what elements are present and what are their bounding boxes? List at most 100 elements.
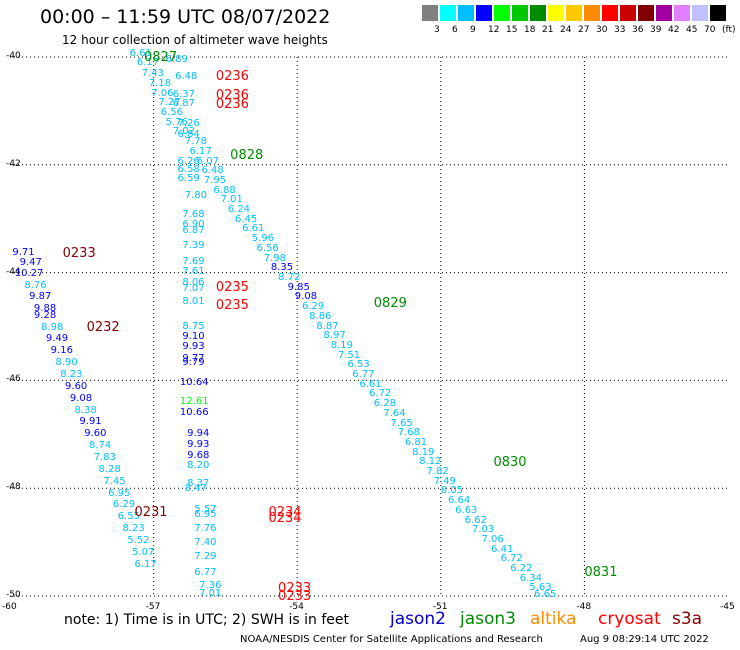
colorbar-label: 3 [434,25,440,35]
colorbar-label: 36 [632,25,644,35]
wave-height-value: 5.76 [165,116,188,128]
wave-height-value: 7.43 [141,68,164,80]
wave-height-value: 12.61 [179,395,209,407]
pass-time-label: 0829 [373,295,407,311]
wave-height-value: 9.71 [12,246,35,258]
wave-height-value: 7.68 [397,427,420,439]
satellite-legend-altika: altika [530,609,577,629]
wave-height-value: 6.17 [189,145,212,157]
pass-time-label: 0233 [278,589,312,604]
satellite-legend-s3a: s3a [672,609,703,629]
wave-height-value: 9.08 [69,392,93,404]
wave-height-value: 6.88 [213,184,236,196]
wave-height-value: 7.01 [199,587,222,599]
wave-height-value: 9.77 [182,352,205,364]
wave-height-value: 6.53 [347,359,370,371]
wave-height-value: 8.12 [419,456,442,468]
wave-height-value: 7.78 [184,136,207,148]
colorbar-label: 9 [470,25,476,35]
wave-height-value: 7.03 [471,524,495,536]
pass-time-label: 0828 [230,148,264,164]
pass-time-label: 0234 [268,510,302,526]
satellite-legend-cryosat: cryosat [598,609,661,629]
wave-height-value: 8.06 [182,277,205,289]
colorbar-label: (ft) [722,25,736,35]
wave-height-value: 8.74 [88,440,112,452]
pass-time-label: 0233 [278,580,312,596]
wave-height-value: 6.22 [510,563,533,575]
wave-height-value: 9.93 [187,439,210,451]
wave-height-value: 8.90 [55,357,78,369]
wave-height-value: 9.47 [19,256,42,268]
wave-height-value: 7.98 [263,252,286,264]
wave-height-value: 8.87 [316,320,339,332]
wave-height-value: 9.68 [187,449,210,461]
wave-height-value: 6.28 [373,398,397,410]
wave-height-value: 8.01 [182,296,205,308]
pass-time-label: 0231 [134,505,168,521]
latitude-tick-label: -50 [6,590,21,600]
wave-height-value: 9.16 [50,345,73,357]
wave-height-value: 6.41 [491,543,514,555]
wave-height-value: 7.29 [194,550,217,562]
colorbar-swatch [620,5,636,21]
satellite-legend-jason2: jason2 [390,609,446,629]
pass-time-label: 0235 [215,280,249,296]
wave-height-value: 9.49 [45,333,69,345]
wave-height-value: 6.07 [196,155,219,167]
wave-height-value: 6.81 [404,436,428,448]
wave-height-value: 6.87 [182,224,205,236]
wave-height-value: 8.23 [122,523,145,535]
longitude-tick-label: -48 [576,602,592,612]
wave-height-value: 6.29 [301,301,325,313]
wave-height-value: 6.26 [177,155,200,167]
wave-height-value: 7.27 [158,97,181,109]
colorbar-swatch [422,5,438,21]
pass-time-label: 0232 [86,319,120,335]
wave-height-value: 6.89 [165,54,188,66]
wave-height-value: 6.72 [369,388,392,400]
latitude-tick-label: -42 [6,158,21,169]
wave-height-value: 7.51 [337,349,361,361]
wave-height-value: 7.40 [194,537,217,549]
wave-height-value: 8.05 [440,485,464,497]
wave-height-value: 6.64 [447,495,471,507]
wave-height-value: 9.87 [29,291,52,303]
colorbar-label: 33 [614,25,626,35]
wave-height-value: 8.75 [182,320,205,332]
wave-height-value: 6.61 [129,48,152,60]
wave-height-value: 7.80 [184,190,207,202]
colorbar-swatch [512,5,528,21]
colorbar-label: 18 [524,25,536,35]
wave-height-value: 8.76 [24,279,47,291]
pass-time-label: 0236 [215,97,249,113]
wave-height-value: 8.37 [187,477,210,489]
wave-height-value: 7.49 [433,475,456,487]
pass-time-label: 0234 [268,505,302,521]
wave-height-value: 8.35 [270,262,294,274]
colorbar-swatch [710,5,726,21]
wave-height-value: 6.61 [242,223,265,235]
wave-height-value: 6.48 [175,70,198,82]
colorbar-swatch [674,5,690,21]
colorbar-label: 39 [650,25,662,35]
longitude-tick-label: -51 [432,602,448,612]
longitude-tick-label: -60 [2,602,17,612]
colorbar-label: 24 [560,25,572,35]
satellite-legend-jason3: jason3 [460,609,516,629]
wave-height-value: 5.52 [127,535,150,547]
pass-time-label: 0236 [215,87,249,103]
colorbar-swatch [692,5,708,21]
wave-height-value: 7.01 [220,194,243,206]
wave-height-value: 6.65 [534,589,557,601]
footer-credit: NOAA/NESDIS Center for Satellite Applica… [240,634,543,645]
latitude-tick-label: -48 [6,482,21,493]
latitude-tick-label: -46 [6,374,21,385]
pass-time-label: 0233 [62,245,96,261]
wave-height-value: 6.48 [201,165,224,177]
colorbar-label: 12 [488,25,500,35]
wave-height-value: 8.98 [41,321,64,333]
colorbar-swatch [530,5,546,21]
colorbar-swatch [584,5,600,21]
wave-height-value: 6.56 [256,242,279,254]
